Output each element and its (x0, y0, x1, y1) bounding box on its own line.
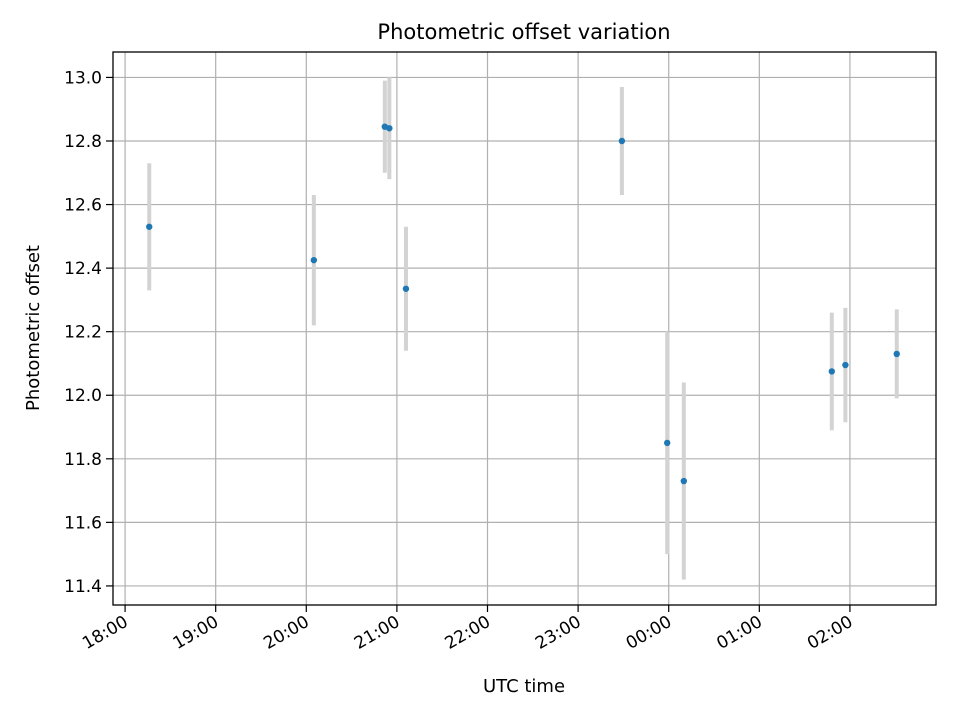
y-tick-label: 12.6 (64, 196, 102, 216)
plot-frame (112, 51, 937, 606)
data-point (664, 439, 671, 447)
grid-lines (113, 52, 936, 605)
y-axis: 11.4 11.6 11.8 12.0 12.2 12.4 12.6 12.8 13.0 (64, 68, 113, 597)
data-point (842, 361, 849, 369)
y-tick-label: 12.0 (64, 386, 102, 406)
data-point (402, 285, 410, 292)
data-point (618, 137, 626, 145)
y-axis-label: Photometric offset (23, 245, 44, 411)
data-point (828, 368, 836, 375)
y-tick-label: 11.6 (64, 513, 102, 533)
y-tick-label: 11.4 (64, 577, 102, 597)
chart-title: Photometric offset variation (377, 20, 670, 44)
x-axis-label: UTC time (483, 676, 565, 697)
data-point (146, 223, 153, 230)
data-point (893, 350, 900, 358)
data-point (310, 256, 318, 264)
y-tick-label: 12.4 (64, 259, 102, 279)
y-tick-label: 12.2 (64, 323, 102, 343)
data-point (680, 477, 688, 485)
y-tick-label: 13.0 (64, 68, 102, 88)
data-points (146, 123, 900, 485)
y-tick-label: 12.8 (64, 132, 102, 152)
y-tick-label: 11.8 (64, 450, 102, 470)
data-point (386, 125, 393, 132)
